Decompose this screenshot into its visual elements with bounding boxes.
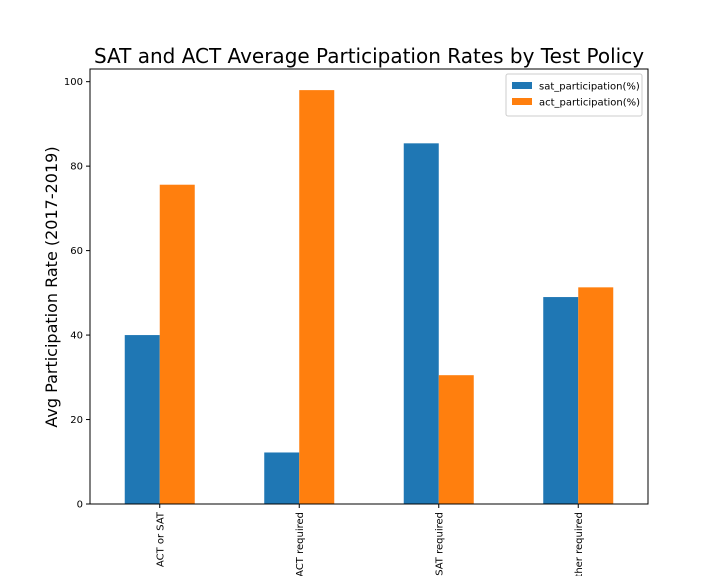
y-tick-label-0: 0 (77, 500, 83, 511)
y-tick-label-20: 20 (70, 415, 83, 426)
legend-label-2: act_participation(%) (539, 98, 640, 109)
x-tick-label-4: Neither required (574, 512, 585, 576)
bar-2-4 (578, 287, 614, 504)
y-tick-label-100: 100 (64, 77, 83, 88)
bar-1-4 (543, 297, 579, 504)
chart-title: SAT and ACT Average Participation Rates … (94, 44, 644, 68)
x-tick-label-2: ACT required (295, 512, 306, 576)
y-tick-label-60: 60 (70, 246, 83, 257)
bar-1-1 (124, 335, 160, 504)
legend-label-1: sat_participation(%) (539, 82, 640, 93)
plot-frame (89, 68, 649, 505)
y-tick-label-80: 80 (70, 162, 83, 173)
x-tick-label-3: SAT required (434, 512, 445, 576)
legend-box (505, 73, 643, 117)
x-tick-label-1: ACT or SAT (155, 511, 166, 567)
bar-1-2 (264, 452, 300, 504)
legend: sat_participation(%) act_participation(%) (505, 73, 643, 117)
bars-layer (124, 90, 614, 505)
y-tick-label-40: 40 (70, 331, 83, 342)
bar-2-1 (159, 184, 195, 504)
legend-swatch-2 (512, 98, 532, 105)
axes-layer: 0 20 40 60 80 100 ACT or SAT ACT required SAT re… (64, 68, 649, 576)
y-axis-label: Avg Participation Rate (2017-2019) (42, 146, 61, 427)
bar-2-3 (438, 375, 474, 504)
legend-swatch-1 (512, 82, 532, 89)
bar-2-2 (299, 90, 335, 504)
bar-1-3 (403, 143, 439, 505)
